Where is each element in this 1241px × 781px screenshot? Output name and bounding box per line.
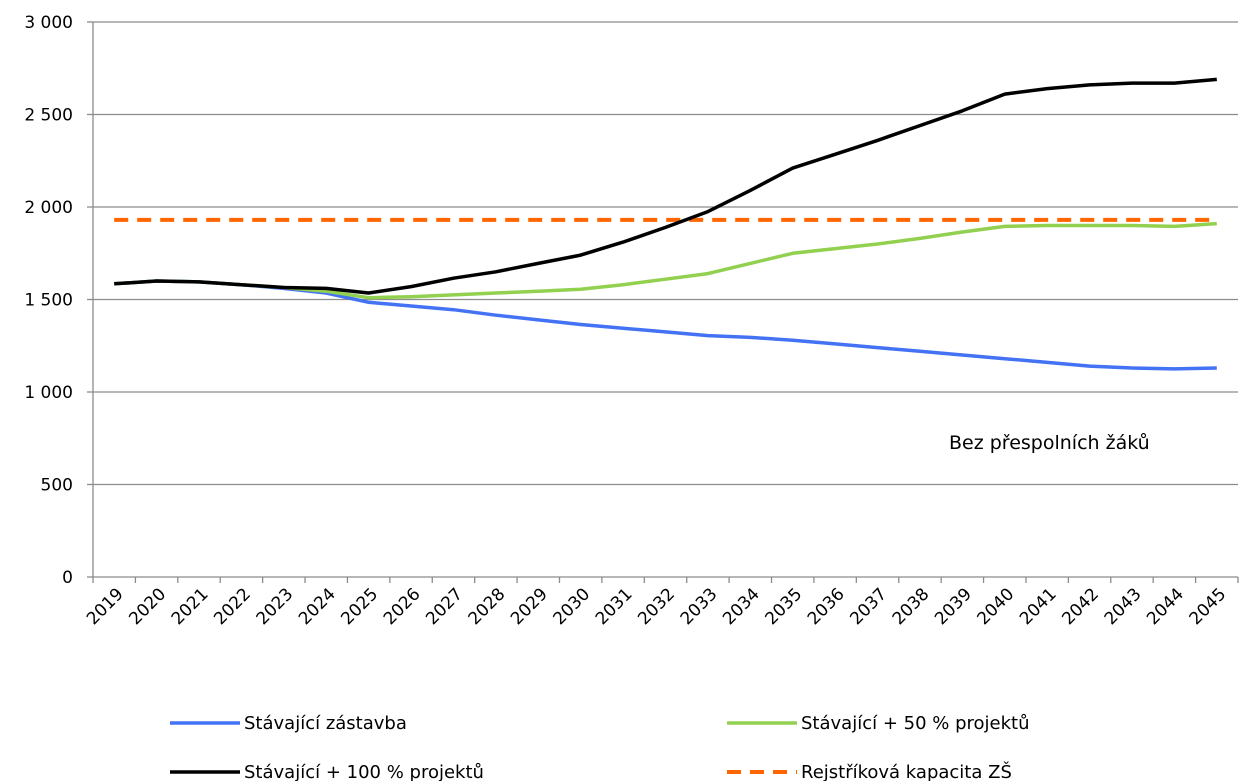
x-tick-label: 2023	[253, 584, 298, 629]
chart-annotation: Bez přespolních žáků	[949, 432, 1150, 454]
x-tick-label: 2030	[549, 584, 594, 629]
y-tick-label: 0	[62, 568, 73, 588]
y-tick-label: 3 000	[24, 13, 73, 33]
series-line	[114, 77, 1217, 295]
y-tick-label: 1 000	[24, 383, 73, 403]
x-tick-label: 2022	[210, 584, 255, 629]
x-tick-labels: 2019202020212022202320242025202620272028…	[83, 584, 1230, 629]
legend-label: Rejstříková kapacita ZŠ	[801, 761, 1012, 781]
axes	[87, 21, 1239, 583]
x-tick-label: 2033	[677, 584, 722, 629]
y-tick-label: 500	[41, 476, 73, 496]
legend: Stávající zástavba Stávající + 50 % proje…	[170, 713, 1029, 781]
legend-label: Stávající zástavba	[244, 713, 407, 734]
x-tick-label: 2029	[507, 584, 552, 629]
y-tick-label: 1 500	[24, 291, 73, 311]
x-tick-label: 2037	[846, 584, 891, 629]
x-tick-label: 2019	[83, 584, 128, 629]
x-tick-label: 2044	[1143, 584, 1188, 629]
x-tick-label: 2021	[168, 584, 213, 629]
y-tick-label: 2 500	[24, 106, 73, 126]
x-tick-label: 2031	[592, 584, 637, 629]
legend-label: Stávající + 100 % projektů	[244, 762, 484, 781]
x-tick-label: 2045	[1186, 584, 1231, 629]
x-tick-label: 2028	[465, 584, 510, 629]
x-tick-label: 2032	[634, 584, 679, 629]
x-tick-label: 2038	[889, 584, 934, 629]
y-tick-labels: 0 500 1 000 1 500 2 000 2 500 3 000	[24, 13, 73, 588]
y-tick-label: 2 000	[24, 198, 73, 218]
series-line	[114, 279, 1217, 371]
x-tick-label: 2043	[1101, 584, 1146, 629]
x-tick-label: 2035	[762, 584, 807, 629]
x-tick-label: 2041	[1016, 584, 1061, 629]
x-tick-label: 2040	[974, 584, 1019, 629]
legend-label: Stávající + 50 % projektů	[801, 713, 1029, 734]
x-tick-label: 2024	[295, 584, 340, 629]
x-tick-label: 2025	[337, 584, 382, 629]
x-tick-label: 2039	[931, 584, 976, 629]
x-tick-label: 2026	[380, 584, 425, 629]
series-lines	[114, 77, 1217, 371]
x-tick-label: 2036	[804, 584, 849, 629]
gridlines	[93, 21, 1238, 486]
x-tick-label: 2020	[125, 584, 170, 629]
x-tick-label: 2034	[719, 584, 764, 629]
x-tick-label: 2042	[1058, 584, 1103, 629]
x-tick-label: 2027	[422, 584, 467, 629]
